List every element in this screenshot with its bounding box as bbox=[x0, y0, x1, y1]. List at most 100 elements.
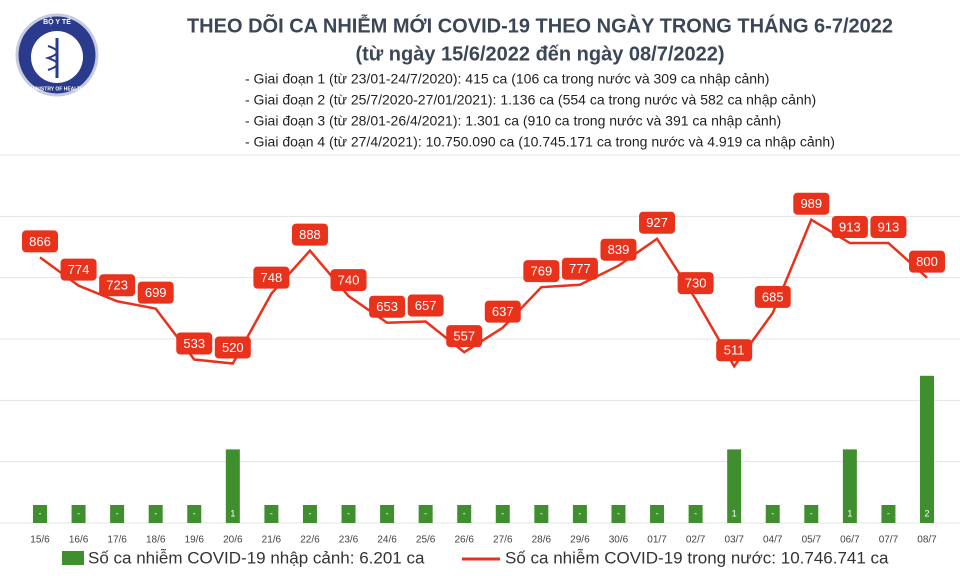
bar-label: - bbox=[694, 508, 697, 518]
value-label: 989 bbox=[800, 196, 822, 211]
bar-label: - bbox=[39, 508, 42, 518]
bar-label: - bbox=[308, 508, 311, 518]
value-label: 740 bbox=[338, 273, 360, 288]
bar bbox=[418, 505, 433, 523]
value-label-box bbox=[446, 325, 483, 348]
x-tick-label: 08/7 bbox=[917, 535, 937, 546]
x-tick-label: 30/6 bbox=[609, 535, 629, 546]
bar-label: - bbox=[501, 508, 504, 518]
value-label: 699 bbox=[145, 285, 167, 300]
value-label-box bbox=[22, 230, 58, 253]
x-tick-label: 16/6 bbox=[69, 535, 89, 546]
value-label-box bbox=[176, 332, 213, 355]
bar-label: 1 bbox=[732, 508, 737, 518]
legend-label: Số ca nhiễm COVID-19 trong nước: 10.746.… bbox=[505, 548, 889, 567]
x-tick-label: 05/7 bbox=[802, 535, 822, 546]
x-tick-label: 01/7 bbox=[647, 535, 667, 546]
chart-subtitle: (từ ngày 15/6/2022 đến ngày 08/7/2022) bbox=[355, 43, 724, 65]
bar bbox=[33, 505, 47, 523]
x-tick-label: 19/6 bbox=[185, 535, 205, 546]
value-label: 637 bbox=[492, 304, 514, 319]
value-label: 533 bbox=[183, 336, 205, 351]
value-label: 913 bbox=[839, 219, 861, 234]
value-label-box bbox=[677, 272, 714, 295]
bar-label: 1 bbox=[230, 508, 235, 518]
value-label: 769 bbox=[530, 264, 552, 279]
value-label: 866 bbox=[29, 234, 51, 249]
x-tick-label: 04/7 bbox=[763, 535, 783, 546]
value-label: 913 bbox=[878, 219, 900, 234]
chart-title: THEO DÕI CA NHIỄM MỚI COVID-19 THEO NGÀY… bbox=[187, 13, 893, 37]
value-label-box bbox=[291, 223, 328, 246]
value-label-box bbox=[330, 269, 367, 292]
x-tick-label: 21/6 bbox=[262, 535, 282, 546]
bar-label: - bbox=[463, 508, 466, 518]
value-label: 800 bbox=[916, 254, 938, 269]
x-tick-label: 02/7 bbox=[686, 535, 706, 546]
value-label: 520 bbox=[222, 340, 244, 355]
bar-label: 1 bbox=[847, 508, 852, 518]
bar bbox=[727, 449, 742, 523]
value-label: 888 bbox=[299, 227, 321, 242]
value-label-box bbox=[793, 192, 830, 215]
x-tick-label: 26/6 bbox=[454, 535, 474, 546]
bar bbox=[611, 505, 626, 523]
value-label-box bbox=[831, 216, 868, 239]
value-label-box bbox=[137, 281, 174, 304]
value-label-box bbox=[716, 339, 753, 362]
bar bbox=[650, 505, 665, 523]
value-label-box bbox=[561, 257, 598, 280]
bar-label: - bbox=[154, 508, 157, 518]
note: - Giai đoạn 3 (từ 28/01-26/4/2021): 1.30… bbox=[245, 113, 781, 129]
value-label: 511 bbox=[724, 343, 745, 358]
x-tick-label: 29/6 bbox=[570, 535, 590, 546]
note: - Giai đoạn 2 (từ 25/7/2020-27/01/2021):… bbox=[245, 92, 816, 108]
bar-label: - bbox=[424, 508, 427, 518]
note: - Giai đoạn 4 (từ 27/4/2021): 10.750.090… bbox=[245, 134, 835, 150]
value-label: 927 bbox=[646, 215, 668, 230]
bar bbox=[264, 505, 279, 523]
bar-label: - bbox=[656, 508, 659, 518]
bar bbox=[380, 505, 395, 523]
value-label-box bbox=[600, 238, 637, 261]
value-label: 653 bbox=[376, 299, 398, 314]
value-label: 748 bbox=[261, 270, 283, 285]
bar-label: - bbox=[193, 508, 196, 518]
x-tick-label: 07/7 bbox=[879, 535, 899, 546]
x-tick-label: 18/6 bbox=[146, 535, 166, 546]
legend-swatch bbox=[62, 551, 84, 565]
bar-label: - bbox=[887, 508, 890, 518]
bar-label: - bbox=[540, 508, 543, 518]
x-tick-label: 23/6 bbox=[339, 535, 359, 546]
logo-top: BỘ Y TẾ bbox=[43, 16, 71, 26]
value-label-box bbox=[407, 294, 444, 317]
value-label-box bbox=[754, 285, 791, 308]
bar bbox=[110, 505, 125, 523]
bar bbox=[688, 505, 703, 523]
bar-label: - bbox=[386, 508, 389, 518]
value-label-box bbox=[484, 300, 521, 323]
bar bbox=[804, 505, 819, 523]
bar bbox=[341, 505, 356, 523]
bar bbox=[765, 505, 780, 523]
bar-label: 2 bbox=[924, 508, 929, 518]
bar bbox=[302, 505, 317, 523]
bar-label: - bbox=[116, 508, 119, 518]
bar bbox=[457, 505, 472, 523]
bar bbox=[495, 505, 510, 523]
value-label: 557 bbox=[453, 329, 475, 344]
value-label-box bbox=[253, 266, 290, 289]
bar bbox=[572, 505, 587, 523]
bar bbox=[881, 505, 896, 523]
value-label: 730 bbox=[685, 276, 707, 291]
bar bbox=[71, 505, 86, 523]
x-tick-label: 20/6 bbox=[223, 535, 243, 546]
note: - Giai đoạn 1 (từ 23/01-24/7/2020): 415 … bbox=[245, 71, 769, 87]
value-label-box bbox=[909, 250, 945, 273]
bar bbox=[225, 449, 240, 523]
bar bbox=[148, 505, 163, 523]
bar bbox=[920, 375, 934, 523]
x-tick-label: 06/7 bbox=[840, 535, 860, 546]
bar-label: - bbox=[77, 508, 80, 518]
bar-label: - bbox=[347, 508, 350, 518]
